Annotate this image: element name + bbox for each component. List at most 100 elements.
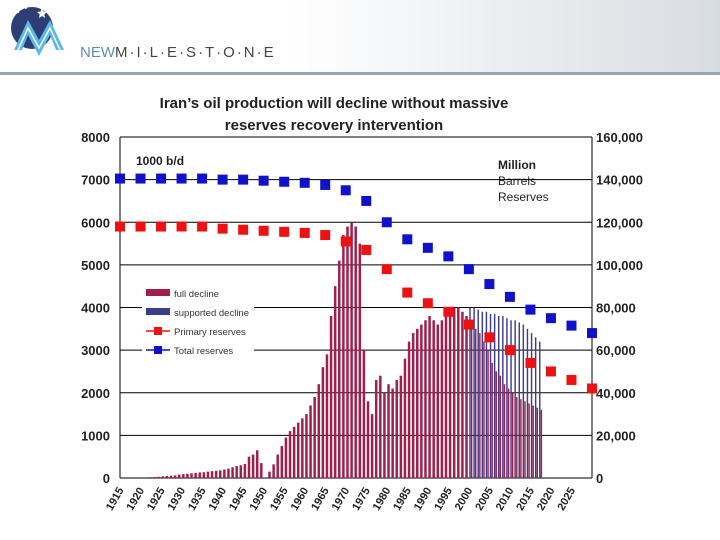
production-bar — [461, 311, 464, 478]
primary-reserves-marker — [299, 227, 310, 238]
production-bar — [214, 470, 218, 478]
chart-title-line1: Iran’s oil production will decline witho… — [160, 95, 509, 112]
production-bar — [333, 286, 337, 478]
supported-decline-bar — [481, 311, 484, 478]
legend-label: Total reserves — [174, 346, 233, 357]
left-axis-tick-label: 5000 — [81, 258, 110, 273]
total-reserves-marker — [258, 175, 269, 186]
production-bar — [399, 375, 403, 478]
production-bar — [309, 405, 312, 478]
full-decline-bar — [470, 322, 473, 478]
legend-swatch-marker — [154, 346, 162, 354]
production-bar — [317, 384, 321, 478]
supported-decline-bar — [510, 320, 512, 478]
right-axis-tick-label: 80,000 — [596, 301, 636, 316]
x-axis-tick-label: 1975 — [350, 486, 373, 513]
production-bar — [436, 324, 440, 478]
production-bar — [428, 316, 431, 478]
right-axis-tick-label: 100,000 — [596, 258, 643, 273]
production-bar — [243, 463, 247, 478]
total-reserves-marker — [135, 173, 146, 184]
production-chart: Iran’s oil production will decline witho… — [81, 95, 643, 513]
production-bar — [276, 454, 279, 478]
full-decline-bar — [487, 350, 489, 478]
total-reserves-marker — [238, 174, 249, 185]
chart-panel: Iran’s oil production will decline witho… — [66, 88, 652, 530]
legend-label: Primary reserves — [174, 327, 246, 338]
primary-reserves-marker — [258, 225, 269, 236]
x-axis-tick-label: 1925 — [145, 486, 168, 513]
legend-swatch — [146, 308, 170, 315]
total-reserves-marker — [176, 173, 187, 184]
production-bar — [198, 472, 201, 478]
production-bar — [358, 243, 362, 478]
x-axis-tick-label: 1935 — [186, 486, 209, 513]
x-axis-tick-label: 1985 — [391, 486, 414, 513]
full-decline-bar — [495, 371, 497, 478]
right-unit-line1: Million — [498, 158, 536, 172]
milestone-logo-icon — [11, 7, 64, 56]
production-bar — [288, 431, 292, 478]
x-axis-tick-label: 1990 — [412, 486, 435, 513]
right-axis-tick-label: 140,000 — [596, 173, 643, 188]
primary-reserves-marker — [238, 224, 249, 235]
total-reserves-marker — [361, 195, 372, 206]
production-bar — [280, 446, 284, 478]
production-bar — [354, 226, 357, 478]
production-bar — [194, 472, 197, 478]
total-reserves-marker — [443, 251, 454, 262]
total-reserves-marker — [545, 313, 556, 324]
x-axis-tick-label: 1915 — [104, 486, 127, 513]
supported-decline-bar — [502, 316, 504, 478]
total-reserves-marker — [463, 264, 474, 275]
production-bar — [329, 316, 333, 478]
brand-name: M·I·L·E·S·T·O·N·E — [115, 44, 276, 61]
x-axis-tick-label: 2010 — [494, 486, 517, 513]
chart-title-line2: reserves recovery intervention — [225, 117, 443, 134]
production-bar — [219, 470, 222, 478]
primary-reserves-marker — [566, 374, 577, 385]
right-axis-tick-label: 40,000 — [596, 386, 636, 401]
full-decline-bar — [499, 375, 502, 478]
supported-decline-bar — [485, 311, 488, 478]
x-axis-tick-label: 1965 — [309, 486, 332, 513]
production-bar — [440, 320, 444, 478]
production-bar — [387, 384, 390, 478]
production-bar — [313, 397, 316, 478]
right-axis-tick-label: 20,000 — [596, 428, 636, 443]
total-reserves-marker — [115, 173, 125, 184]
total-reserves-marker — [156, 173, 167, 184]
production-bar — [370, 414, 374, 478]
supported-decline-bar — [469, 307, 471, 478]
total-reserves-marker — [484, 279, 495, 290]
total-reserves-marker — [566, 320, 577, 331]
right-axis-tick-label: 0 — [596, 471, 603, 486]
x-axis-tick-label: 1940 — [207, 486, 230, 513]
primary-reserves-marker — [587, 383, 597, 394]
legend-label: full decline — [174, 289, 219, 300]
production-bar — [239, 465, 243, 478]
production-bar — [452, 307, 456, 478]
x-axis-tick-label: 2020 — [535, 486, 558, 513]
production-bar — [374, 379, 378, 478]
supported-decline-bar — [514, 320, 516, 478]
x-axis-tick-label: 1960 — [289, 486, 312, 513]
production-bar — [157, 476, 160, 478]
production-bar — [169, 475, 173, 478]
production-bar — [350, 222, 353, 478]
supported-decline-bar — [473, 307, 475, 478]
x-axis-tick-label: 1930 — [166, 486, 189, 513]
x-axis-tick-label: 1970 — [330, 486, 353, 513]
primary-reserves-marker — [422, 298, 433, 309]
primary-reserves-marker — [402, 287, 413, 298]
production-bar — [223, 469, 226, 478]
production-bar — [177, 474, 181, 478]
right-unit-line3: Reserves — [498, 190, 549, 204]
slide-header — [0, 0, 720, 74]
production-bar — [362, 350, 366, 478]
brand-wordmark: NEWM·I·L·E·S·T·O·N·E — [80, 44, 276, 61]
x-axis-tick-label: 2005 — [473, 486, 496, 513]
total-reserves-marker — [217, 174, 228, 185]
supported-decline-bar — [477, 309, 479, 478]
production-bar — [407, 341, 411, 478]
